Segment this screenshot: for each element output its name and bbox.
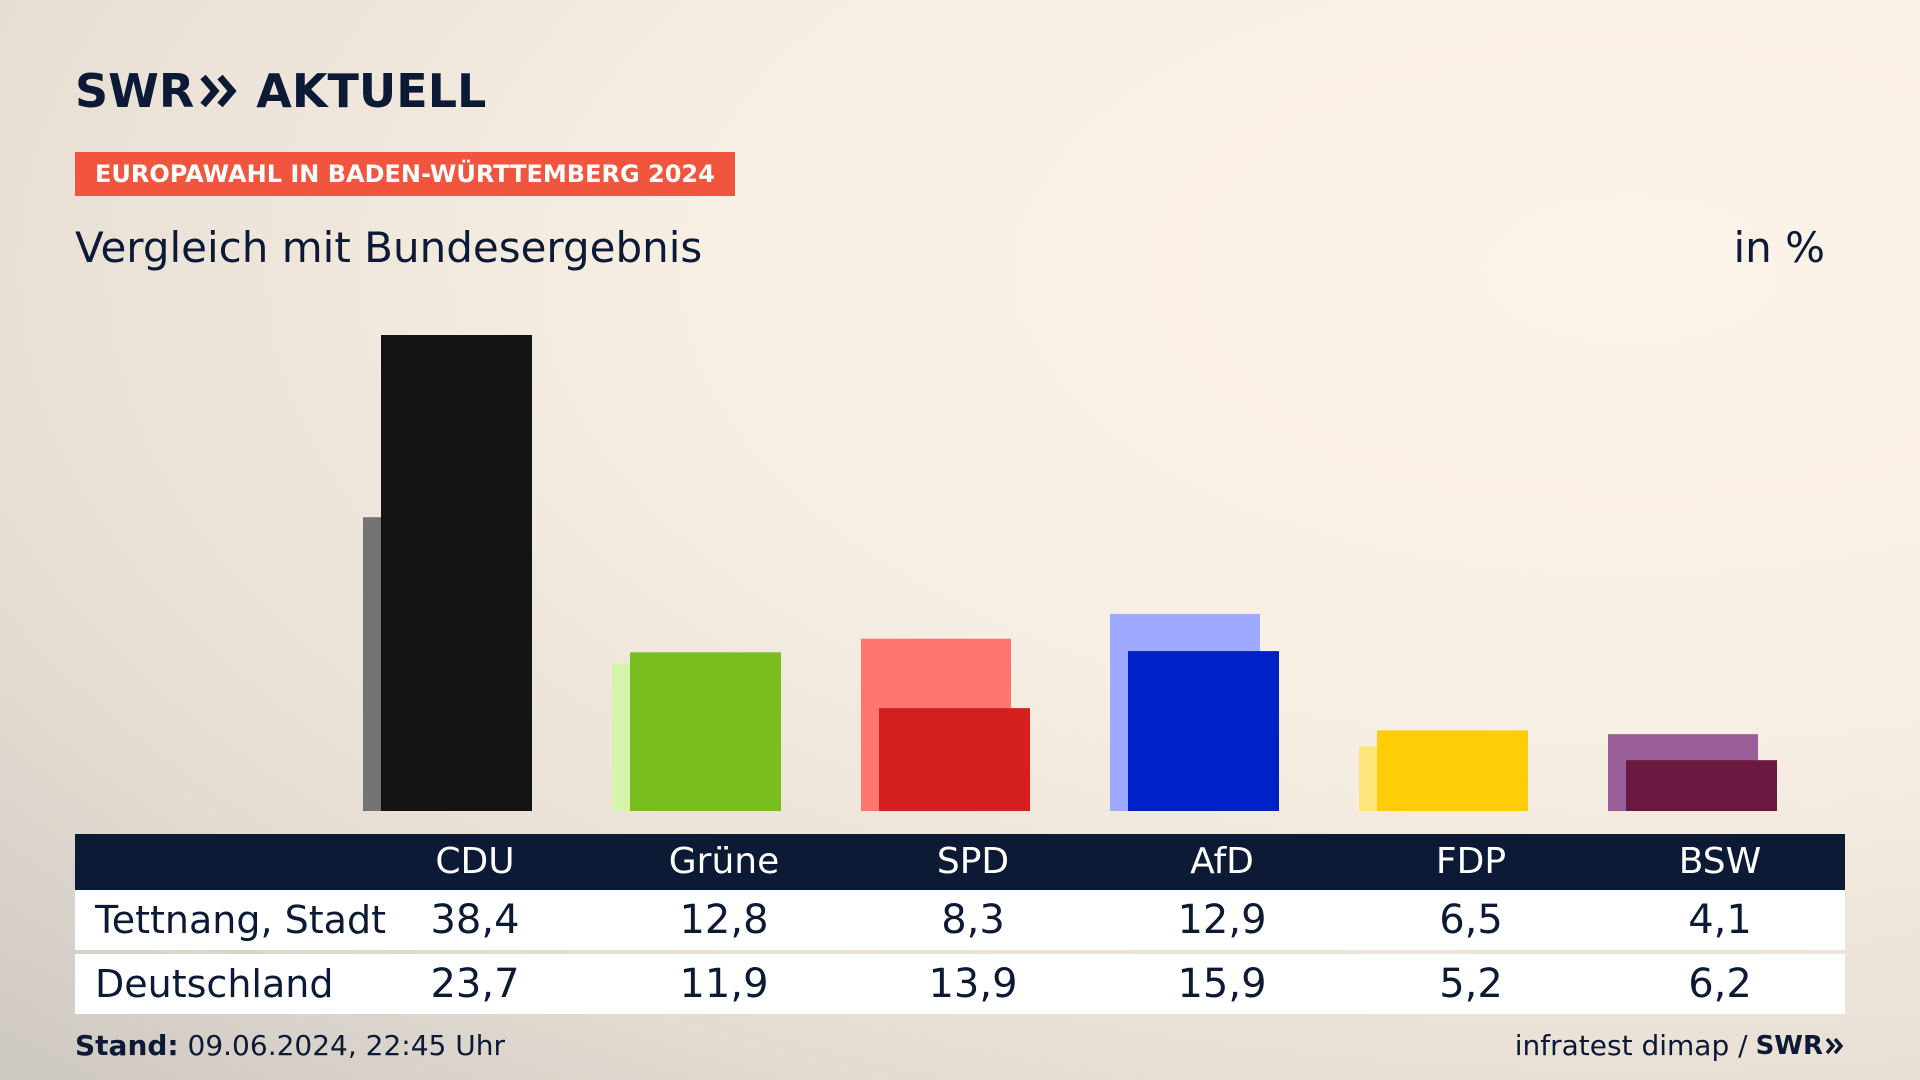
category-label-cdu: CDU <box>435 841 515 882</box>
swr-aktuell-logo: SWR AKTUELL <box>75 64 487 118</box>
stand-value: 09.06.2024, 22:45 Uhr <box>187 1029 505 1062</box>
value-tettnang-afd: 12,9 <box>1177 897 1267 943</box>
row-label: Tettnang, Stadt <box>95 898 386 942</box>
bar-deutschland-cdu <box>363 517 513 811</box>
page-subtitle: Vergleich mit Bundesergebnis <box>75 223 703 272</box>
bar-tettnang-grüne <box>630 652 781 811</box>
value-tettnang-bsw: 4,1 <box>1688 897 1752 943</box>
bar-tettnang-afd <box>1128 651 1279 811</box>
logo-aktuell-text: AKTUELL <box>256 64 487 118</box>
value-deutschland-grüne: 11,9 <box>679 961 769 1007</box>
results-table: CDU Grüne SPD AfD FDP BSW Tettnang, Stadt 38,… <box>75 834 1845 1014</box>
logo-swr-text: SWR <box>75 64 195 118</box>
bar-deutschland-grüne <box>612 663 762 811</box>
election-tag: EUROPAWAHL IN BADEN-WÜRTTEMBERG 2024 <box>75 152 735 196</box>
value-deutschland-afd: 15,9 <box>1177 961 1267 1007</box>
value-tettnang-cdu: 38,4 <box>430 897 520 943</box>
bar-deutschland-afd <box>1110 613 1260 811</box>
category-label-bsw: BSW <box>1678 841 1762 882</box>
category-label-spd: SPD <box>936 841 1010 882</box>
category-label-fdp: FDP <box>1435 841 1507 882</box>
value-deutschland-fdp: 5,2 <box>1439 961 1503 1007</box>
source-credit: infratest dimap / SWR <box>1515 1028 1845 1064</box>
value-tettnang-grüne: 12,8 <box>679 897 769 943</box>
table-header-row: CDU Grüne SPD AfD FDP BSW <box>75 834 1845 890</box>
bar-tettnang-cdu <box>381 335 532 811</box>
swr-mini-logo: SWR <box>1756 1028 1845 1064</box>
stand-label: Stand: <box>75 1029 179 1062</box>
value-tettnang-spd: 8,3 <box>941 897 1005 943</box>
row-label: Deutschland <box>95 962 334 1006</box>
value-deutschland-bsw: 6,2 <box>1688 961 1752 1007</box>
bar-tettnang-fdp <box>1377 730 1528 811</box>
table-row: Tettnang, Stadt 38,4 12,8 8,3 12,9 6,5 4,1 <box>75 890 1845 950</box>
unit-label: in % <box>1733 223 1825 272</box>
value-deutschland-spd: 13,9 <box>928 961 1018 1007</box>
value-tettnang-fdp: 6,5 <box>1439 897 1503 943</box>
double-chevron-icon <box>1825 1037 1844 1055</box>
swr-mini-text: SWR <box>1755 1031 1823 1061</box>
category-label-grüne: Grüne <box>668 841 780 882</box>
bar-deutschland-spd <box>861 638 1011 811</box>
bar-tettnang-bsw <box>1626 760 1777 811</box>
value-deutschland-cdu: 23,7 <box>430 961 520 1007</box>
bar-deutschland-fdp <box>1359 746 1509 811</box>
table-row: Deutschland 23,7 11,9 13,9 15,9 5,2 6,2 <box>75 954 1845 1014</box>
source-text: infratest dimap / <box>1514 1029 1748 1062</box>
bar-tettnang-spd <box>879 708 1030 811</box>
category-label-afd: AfD <box>1190 841 1254 882</box>
double-chevron-icon <box>200 74 237 108</box>
timestamp: Stand: 09.06.2024, 22:45 Uhr <box>75 1028 505 1064</box>
bar-deutschland-bsw <box>1608 734 1758 811</box>
